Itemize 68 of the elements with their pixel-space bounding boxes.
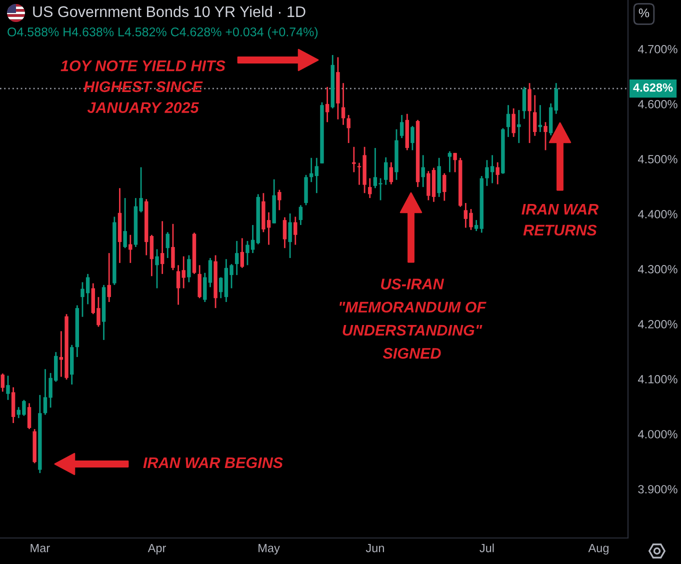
y-tick-label: 4.600% xyxy=(638,100,678,108)
candlestick xyxy=(421,154,425,188)
y-tick-label: 4.300% xyxy=(638,265,678,274)
candlestick xyxy=(294,216,298,246)
candlestick xyxy=(314,157,319,194)
candlestick xyxy=(522,86,526,120)
candlestick xyxy=(341,82,346,126)
y-tick-label: 4.700% xyxy=(638,44,678,54)
annotation: IRAN WAR BEGINS xyxy=(143,457,283,468)
ref-line-label: 4.628% xyxy=(633,83,673,92)
candlestick xyxy=(187,254,191,283)
candlestick xyxy=(160,220,164,275)
candlestick xyxy=(368,178,372,199)
candlestick xyxy=(27,402,32,430)
candlestick xyxy=(512,108,516,138)
y-tick-label: 3.900% xyxy=(638,485,678,494)
candlestick xyxy=(400,114,404,139)
candlestick xyxy=(150,234,154,277)
candlestick xyxy=(384,156,388,186)
candlestick xyxy=(198,264,202,299)
annotation: US-IRAN "MEMORANDUM OF UNDERSTANDING" SIGNED xyxy=(340,278,486,359)
candlestick xyxy=(410,125,414,151)
y-tick-label: 4.000% xyxy=(638,430,678,438)
candlestick xyxy=(506,104,510,138)
x-tick-label: Jun xyxy=(366,544,384,552)
candlestick xyxy=(288,212,292,259)
candlestick xyxy=(298,204,303,226)
candlestick xyxy=(554,82,558,115)
candlestick xyxy=(533,94,537,137)
candlestick xyxy=(442,172,446,202)
candlestick xyxy=(219,276,223,299)
candlestick xyxy=(128,234,132,264)
candlestick xyxy=(352,146,356,173)
x-tick-label: May xyxy=(258,544,280,555)
chart-title: US Government Bonds 10 YR Yield · 1D xyxy=(33,6,306,18)
candlestick xyxy=(389,162,394,185)
candlestick xyxy=(448,150,452,173)
candlestick xyxy=(474,219,478,232)
candlestick xyxy=(240,238,244,269)
candlestick xyxy=(528,82,532,144)
annotation: IRAN WAR RETURNS xyxy=(522,204,599,236)
candlestick xyxy=(166,231,170,259)
candlestick xyxy=(453,152,457,173)
candlestick xyxy=(155,248,159,289)
candlestick xyxy=(234,240,239,276)
x-tick-label: Apr xyxy=(148,544,166,555)
candlestick xyxy=(544,121,548,151)
candlestick xyxy=(282,216,287,249)
y-tick-label: 4.200% xyxy=(638,320,678,328)
candlestick xyxy=(6,375,10,401)
candlestick xyxy=(107,252,111,303)
candlestick xyxy=(171,223,175,271)
candlestick xyxy=(346,114,350,144)
x-tick-label: Mar xyxy=(30,544,50,552)
annotation: O4.588% H4.638% L4.582% C4.628% +0.034 (+0.74%) xyxy=(8,27,318,39)
annotation: 1OY NOTE YIELD HITS HIGHEST SINCE JANUARY 2025 xyxy=(60,60,226,113)
candlestick xyxy=(0,372,5,392)
candlestick xyxy=(123,197,127,249)
candlestick xyxy=(325,86,330,123)
y-tick-label: 4.500% xyxy=(638,155,678,164)
x-tick-label: Aug xyxy=(588,544,608,555)
y-tick-label: 4.400% xyxy=(638,210,678,218)
candlestick xyxy=(496,162,500,185)
y-tick-label: 4.100% xyxy=(638,375,678,384)
candlestick xyxy=(517,109,521,144)
x-tick-label: Jul xyxy=(480,544,494,552)
candlestick xyxy=(278,189,282,211)
text: % xyxy=(638,8,650,18)
